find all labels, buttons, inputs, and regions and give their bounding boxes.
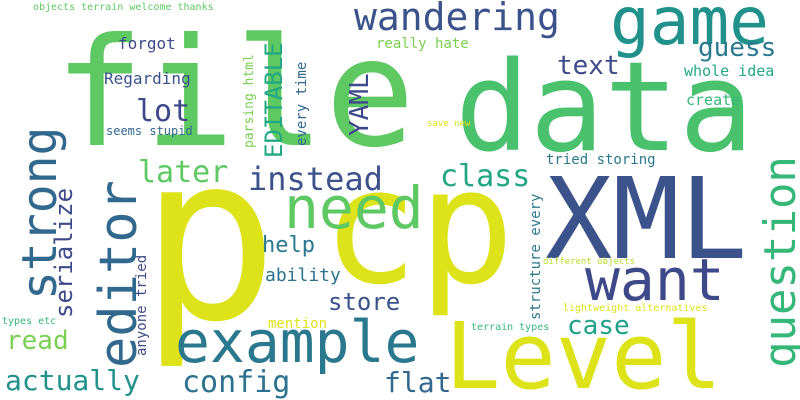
word-flat: flat	[384, 366, 451, 399]
word-question: question	[755, 156, 800, 368]
word-forgot: forgot	[118, 34, 176, 53]
word-create: create	[686, 91, 740, 109]
word-anyone-tried: anyone tried	[134, 255, 150, 356]
word-save-new: save new	[427, 119, 471, 129]
word-ability: ability	[265, 265, 341, 286]
word-p: p	[140, 106, 278, 373]
word-seems-stupid: seems stupid	[106, 124, 193, 138]
word-later: later	[138, 155, 228, 190]
word-level: Level	[445, 303, 722, 400]
word-text: text	[557, 51, 620, 81]
word-store: store	[328, 288, 400, 316]
word-instead: instead	[248, 160, 383, 198]
word-wandering: wandering	[354, 0, 560, 39]
word-different-objects: different objects	[543, 257, 635, 267]
word-objects-terrain: objects terrain welcome thanks	[33, 2, 214, 13]
word-terrain-types: terrain types	[471, 322, 549, 333]
word-cp: cp	[322, 133, 515, 320]
word-xml: XML	[545, 155, 747, 285]
word-lot: lot	[136, 94, 190, 129]
word-parsing-html: parsing html	[242, 54, 257, 148]
word-mention: mention	[268, 316, 327, 332]
word-guess: guess	[698, 33, 776, 63]
word-tried-storing: tried storing	[546, 152, 656, 168]
word-editable: EDITABLE	[260, 42, 288, 158]
word-really-hate: really hate	[376, 36, 469, 52]
word-case: case	[567, 311, 630, 341]
word-game: game	[610, 0, 769, 60]
word-every-time: every time	[294, 62, 310, 146]
word-yaml: YAML	[345, 73, 375, 136]
word-config: config	[182, 365, 290, 400]
word-regarding: Regarding	[104, 69, 191, 88]
word-editor: editor	[89, 180, 149, 368]
word-whole-idea: whole idea	[684, 62, 774, 80]
word-file: file	[54, 7, 415, 181]
word-class: class	[440, 159, 530, 194]
word-want: want	[585, 246, 725, 314]
word-strong: strong	[12, 127, 68, 300]
word-help: help	[262, 233, 315, 258]
word-lightweight-alternatives: lightweight alternatives	[563, 303, 708, 314]
word-serialize: serialize	[50, 188, 78, 318]
word-example: example	[175, 308, 419, 376]
word-actually: actually	[5, 364, 140, 397]
word-data: data	[455, 36, 754, 180]
word-structure-every: structure every	[528, 194, 544, 320]
word-types-etc: types etc	[2, 316, 56, 327]
word-read: read	[6, 326, 69, 356]
word-need: need	[284, 174, 424, 242]
